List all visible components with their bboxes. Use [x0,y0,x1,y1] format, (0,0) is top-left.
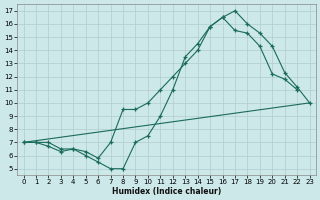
X-axis label: Humidex (Indice chaleur): Humidex (Indice chaleur) [112,187,221,196]
